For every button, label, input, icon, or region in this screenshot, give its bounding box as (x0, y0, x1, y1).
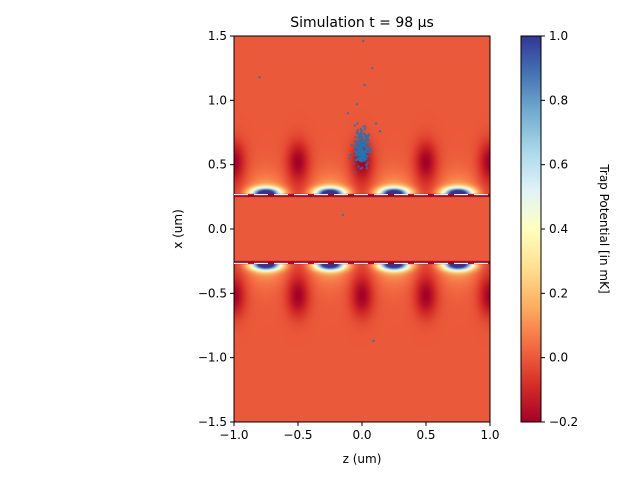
atom-point (366, 134, 370, 137)
atom-point (365, 166, 369, 170)
atom-point (374, 122, 378, 125)
atom-point (357, 139, 360, 143)
y-axis-label: x (um) (171, 209, 185, 249)
atom-point (347, 157, 351, 160)
atom-point (356, 122, 359, 125)
atom-point (356, 145, 359, 149)
atom-point (359, 145, 362, 149)
y-tick-label: 0.5 (208, 158, 227, 172)
atom-point (360, 151, 364, 155)
atom-point (348, 153, 352, 157)
atom-point (364, 125, 367, 128)
atom-point (360, 166, 364, 170)
y-tick-label: −1.5 (198, 415, 227, 429)
atom-point (363, 83, 366, 86)
atom-point (365, 138, 368, 141)
atom-point (354, 154, 357, 157)
atom-point (354, 146, 357, 149)
atom-point (368, 147, 371, 150)
atom-point (355, 103, 358, 106)
colorbar-ticks: −0.2 0.0 0.2 0.4 0.6 0.8 1.0 (541, 29, 578, 429)
atom-point (378, 130, 382, 133)
atom-point (355, 142, 358, 146)
atom-point (353, 124, 356, 127)
atom-point (353, 149, 356, 153)
atom-point (362, 40, 365, 43)
atom-point (365, 163, 368, 167)
colorbar-fill (521, 36, 541, 422)
atom-point (366, 154, 369, 158)
atom-point (357, 165, 360, 168)
atom-point (369, 150, 373, 153)
atom-point (352, 162, 355, 165)
atom-point (366, 161, 369, 164)
colorbar-tick-label: 0.4 (549, 222, 568, 236)
atom-scatter (258, 40, 382, 343)
colorbar-tick-label: 0.6 (549, 158, 568, 172)
atom-point (355, 140, 358, 144)
trap-potential-heatmap (234, 36, 490, 422)
y-tick-label: −1.0 (198, 351, 227, 365)
atom-point (368, 143, 372, 146)
chart-title: Simulation t = 98 µs (290, 15, 434, 31)
x-axis: −1.0 −0.5 0.0 0.5 1.0 (219, 422, 500, 442)
atom-point (365, 142, 369, 145)
atom-point (358, 153, 361, 157)
atom-point (258, 76, 261, 79)
x-tick-label: 0.0 (352, 428, 371, 442)
atom-point (346, 112, 350, 115)
colorbar-tick-label: 0.0 (549, 351, 568, 365)
colorbar-tick-label: 0.2 (549, 286, 568, 300)
y-tick-label: 0.0 (208, 222, 227, 236)
colorbar-tick-label: 0.8 (549, 93, 568, 107)
atom-point (367, 139, 370, 142)
x-axis-label: z (um) (343, 452, 382, 466)
atom-point (353, 170, 356, 174)
heatmap-plot-area (233, 35, 491, 423)
atom-point (350, 143, 354, 147)
x-tick-label: 0.5 (416, 428, 435, 442)
atom-point (356, 156, 360, 159)
y-tick-label: 1.0 (208, 93, 227, 107)
atom-point (357, 134, 361, 138)
atom-point (371, 67, 374, 70)
atom-point (356, 130, 359, 133)
atom-point (341, 213, 344, 216)
atom-point (359, 157, 363, 161)
atom-point (365, 146, 368, 150)
atom-point (357, 136, 361, 140)
x-tick-label: 1.0 (480, 428, 499, 442)
y-tick-label: 1.5 (208, 29, 227, 43)
atom-point (372, 339, 375, 343)
atom-point (362, 140, 365, 144)
atom-point (364, 151, 367, 154)
atom-point (357, 143, 361, 146)
atom-point (363, 127, 367, 131)
colorbar-label: Trap Potential [in mK] (597, 163, 611, 293)
atom-point (359, 127, 362, 131)
atom-point (364, 135, 367, 138)
atom-point (360, 137, 363, 140)
atom-point (362, 155, 366, 158)
atom-point (362, 132, 366, 136)
colorbar: −0.2 0.0 0.2 0.4 0.6 0.8 1.0 Trap Potential [i… (520, 29, 611, 429)
x-tick-label: −1.0 (219, 428, 248, 442)
y-tick-label: −0.5 (198, 286, 227, 300)
atom-point (354, 135, 357, 139)
colorbar-tick-label: 1.0 (549, 29, 568, 43)
atom-point (364, 140, 367, 144)
y-axis: −1.5 −1.0 −0.5 0.0 0.5 1.0 1.5 (198, 29, 234, 429)
atom-point (362, 125, 365, 128)
x-tick-label: −0.5 (283, 428, 312, 442)
atom-point (354, 144, 357, 147)
colorbar-tick-label: −0.2 (549, 415, 578, 429)
atom-point (363, 158, 366, 161)
atom-point (362, 143, 365, 147)
atom-point (360, 130, 364, 133)
atom-point (366, 136, 370, 139)
